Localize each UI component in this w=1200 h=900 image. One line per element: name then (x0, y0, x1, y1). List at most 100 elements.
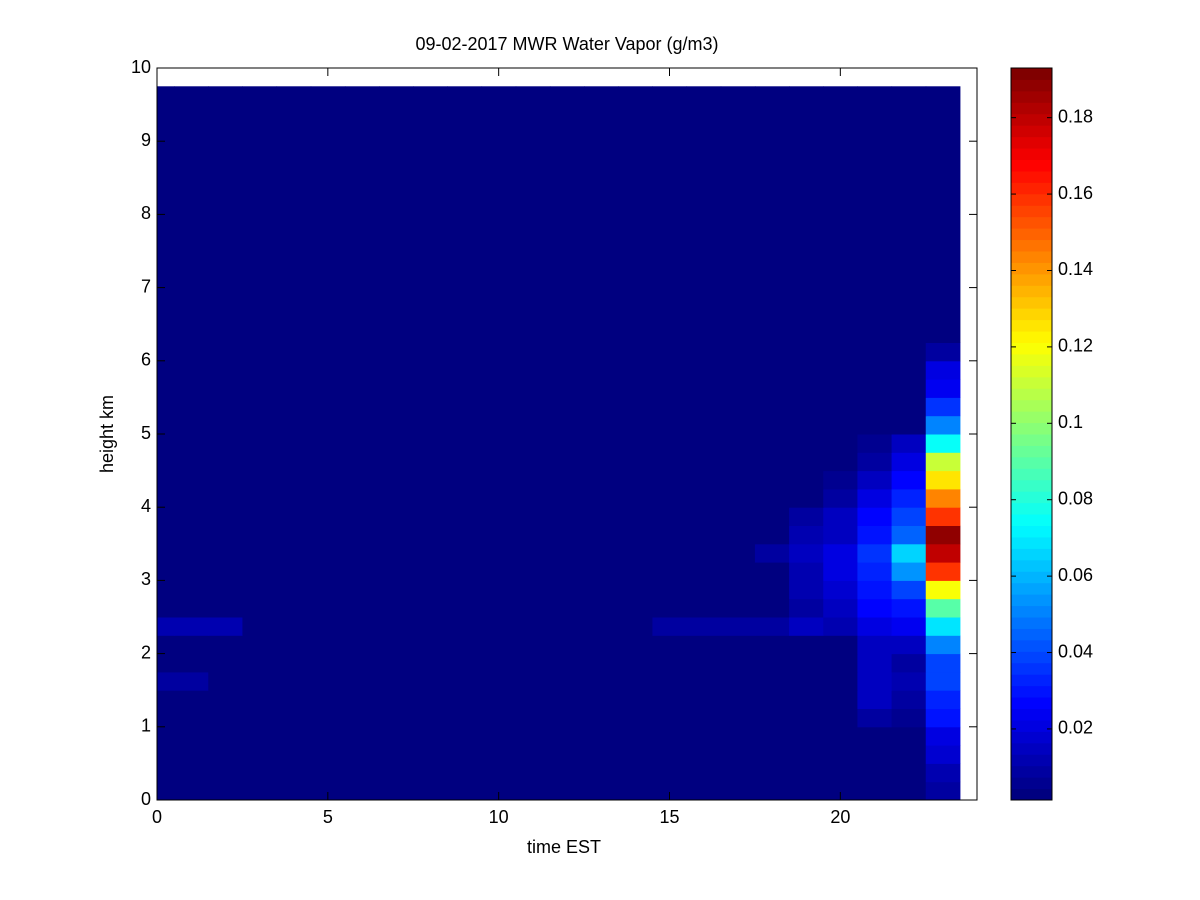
heatmap-cell (242, 379, 278, 398)
colorbar-swatch (1011, 708, 1052, 721)
heatmap-cell (413, 562, 448, 581)
heatmap-cell (754, 690, 790, 709)
heatmap-cell (857, 488, 893, 508)
colorbar-swatch (1011, 617, 1052, 629)
heatmap-cell (481, 415, 517, 435)
heatmap-cell (174, 470, 209, 490)
heatmap-cell (925, 745, 961, 764)
heatmap-cell (720, 580, 756, 600)
heatmap-cell (379, 397, 414, 417)
heatmap-cell (515, 452, 551, 472)
heatmap-cell (481, 507, 517, 526)
colorbar-tick-label: 0.12 (1058, 336, 1093, 356)
colorbar-tick-label: 0.04 (1058, 641, 1093, 661)
heatmap-cell (618, 543, 653, 563)
heatmap-cell (549, 360, 585, 380)
heatmap-cell (891, 507, 927, 526)
heatmap-cell (379, 525, 414, 545)
heatmap-cell (174, 690, 209, 709)
heatmap-cell (310, 379, 346, 398)
heatmap-cell (686, 763, 722, 783)
heatmap-cell (891, 580, 927, 600)
heatmap-cell (208, 580, 243, 600)
colorbar-swatch (1011, 422, 1052, 435)
heatmap-cell (789, 562, 824, 581)
heatmap-cell (652, 726, 688, 746)
heatmap-cell (344, 726, 380, 746)
heatmap-cell (276, 690, 312, 709)
heatmap-cell (549, 434, 585, 453)
heatmap-cell (157, 415, 175, 435)
heatmap-cell (481, 708, 517, 728)
heatmap-cell (584, 562, 619, 581)
heatmap-cell (379, 434, 414, 453)
heatmap-cell (310, 452, 346, 472)
heatmap-cell (789, 598, 824, 618)
heatmap-cell (754, 763, 790, 783)
heatmap-cell (515, 617, 551, 636)
heatmap-cell (447, 690, 483, 709)
heatmap-cell (481, 360, 517, 380)
heatmap-cell (652, 470, 688, 490)
y-axis-label: height km (97, 395, 117, 473)
colorbar-tick-label: 0.18 (1058, 106, 1093, 126)
heatmap-cell (481, 763, 517, 783)
heatmap-cell (174, 726, 209, 746)
heatmap-cell (310, 726, 346, 746)
heatmap-cell (447, 507, 483, 526)
heatmap-cell (447, 726, 483, 746)
heatmap-cell (823, 342, 858, 362)
heatmap-cell (174, 525, 209, 545)
heatmap-cell (789, 671, 824, 691)
heatmap-cell (242, 342, 278, 362)
heatmap-cell (652, 653, 688, 673)
heatmap-cell (549, 488, 585, 508)
colorbar-swatch (1011, 193, 1052, 206)
heatmap-cell (823, 653, 858, 673)
colorbar-tick-label: 0.1 (1058, 412, 1083, 432)
heatmap-cell (276, 488, 312, 508)
colorbar-swatch (1011, 685, 1052, 698)
colorbar-swatch (1011, 411, 1052, 424)
heatmap-cell (720, 488, 756, 508)
heatmap-cell (549, 86, 585, 344)
heatmap-cell (618, 415, 653, 435)
heatmap-cell (310, 653, 346, 673)
heatmap-cell (789, 342, 824, 362)
heatmap-cell (584, 708, 619, 728)
heatmap-cell (618, 745, 653, 764)
heatmap-cell (549, 671, 585, 691)
heatmap-cell (823, 86, 858, 344)
colorbar-swatch (1011, 662, 1052, 675)
heatmap-cell (584, 415, 619, 435)
heatmap-cell (208, 488, 243, 508)
heatmap-cell (447, 488, 483, 508)
heatmap-cell (754, 360, 790, 380)
heatmap-cell (549, 342, 585, 362)
heatmap-cell (481, 781, 517, 801)
heatmap-cell (242, 708, 278, 728)
heatmap-cell (891, 379, 927, 398)
heatmap-cell (549, 690, 585, 709)
colorbar-swatch (1011, 605, 1052, 618)
heatmap-cell (515, 671, 551, 691)
heatmap-cell (413, 470, 448, 490)
heatmap-cell (686, 653, 722, 673)
heatmap-cell (891, 562, 927, 581)
heatmap-cell (242, 635, 278, 655)
heatmap-cell (925, 360, 961, 380)
heatmap-cell (515, 763, 551, 783)
heatmap-cell (208, 562, 243, 581)
heatmap-cell (276, 653, 312, 673)
heatmap-cell (208, 452, 243, 472)
heatmap-cell (379, 671, 414, 691)
heatmap-cell (413, 726, 448, 746)
y-tick-label: 8 (141, 203, 151, 223)
heatmap-cell (515, 635, 551, 655)
heatmap-cell (925, 488, 961, 508)
colorbar-swatch (1011, 285, 1052, 298)
heatmap-cell (515, 525, 551, 545)
heatmap-cell (652, 617, 688, 636)
colorbar-swatch (1011, 102, 1052, 115)
heatmap-cell (618, 342, 653, 362)
